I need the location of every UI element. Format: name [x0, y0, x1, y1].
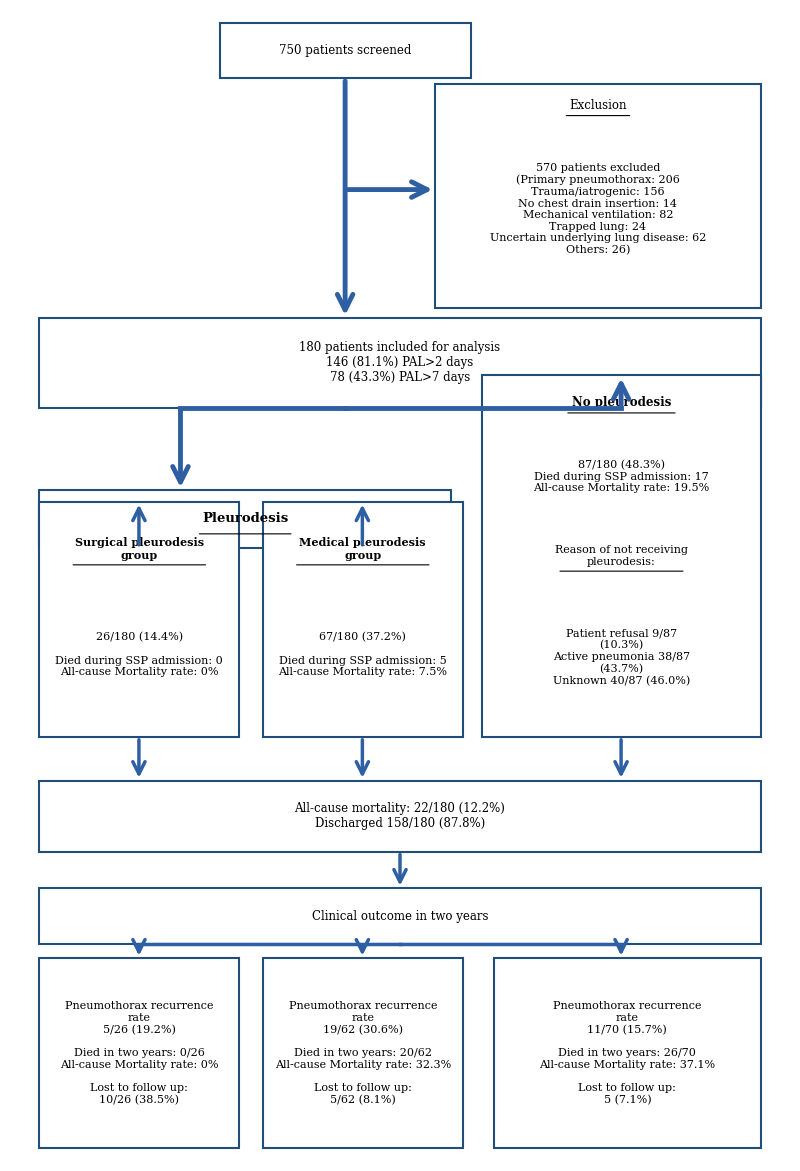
Text: Pneumothorax recurrence
rate
19/62 (30.6%)

Died in two years: 20/62
All-cause M: Pneumothorax recurrence rate 19/62 (30.6… — [274, 1001, 451, 1105]
FancyBboxPatch shape — [39, 501, 239, 737]
FancyBboxPatch shape — [39, 319, 761, 408]
Text: 570 patients excluded
(Primary pneumothorax: 206
Trauma/iatrogenic: 156
No chest: 570 patients excluded (Primary pneumotho… — [490, 163, 706, 255]
Text: Pleurodesis: Pleurodesis — [202, 513, 288, 526]
FancyBboxPatch shape — [494, 958, 761, 1148]
Text: Medical pleurodesis
group: Medical pleurodesis group — [299, 536, 426, 561]
FancyBboxPatch shape — [482, 376, 761, 737]
Text: All-cause mortality: 22/180 (12.2%)
Discharged 158/180 (87.8%): All-cause mortality: 22/180 (12.2%) Disc… — [294, 802, 506, 830]
Text: Exclusion: Exclusion — [570, 98, 626, 111]
Text: Reason of not receiving
pleurodesis:: Reason of not receiving pleurodesis: — [555, 546, 688, 567]
Text: Clinical outcome in two years: Clinical outcome in two years — [312, 910, 488, 923]
FancyBboxPatch shape — [435, 84, 761, 308]
FancyBboxPatch shape — [39, 781, 761, 851]
Text: Pneumothorax recurrence
rate
11/70 (15.7%)

Died in two years: 26/70
All-cause M: Pneumothorax recurrence rate 11/70 (15.7… — [539, 1001, 715, 1105]
Text: 180 patients included for analysis
146 (81.1%) PAL>2 days
78 (43.3%) PAL>7 days: 180 patients included for analysis 146 (… — [299, 342, 501, 384]
FancyBboxPatch shape — [262, 958, 462, 1148]
Text: Surgical pleurodesis
group: Surgical pleurodesis group — [74, 536, 204, 561]
FancyBboxPatch shape — [39, 889, 761, 944]
Text: 26/180 (14.4%)

Died during SSP admission: 0
All-cause Mortality rate: 0%: 26/180 (14.4%) Died during SSP admission… — [55, 632, 223, 677]
Text: No pleurodesis: No pleurodesis — [572, 396, 671, 409]
Text: 750 patients screened: 750 patients screened — [279, 44, 411, 57]
FancyBboxPatch shape — [39, 491, 451, 548]
FancyBboxPatch shape — [39, 958, 239, 1148]
FancyBboxPatch shape — [262, 501, 462, 737]
Text: 87/180 (48.3%)
Died during SSP admission: 17
All-cause Mortality rate: 19.5%: 87/180 (48.3%) Died during SSP admission… — [534, 460, 710, 493]
Text: 67/180 (37.2%)

Died during SSP admission: 5
All-cause Mortality rate: 7.5%: 67/180 (37.2%) Died during SSP admission… — [278, 632, 447, 677]
FancyBboxPatch shape — [220, 23, 470, 78]
Text: Pneumothorax recurrence
rate
5/26 (19.2%)

Died in two years: 0/26
All-cause Mor: Pneumothorax recurrence rate 5/26 (19.2%… — [60, 1001, 218, 1105]
Text: Patient refusal 9/87
(10.3%)
Active pneumonia 38/87
(43.7%)
Unknown 40/87 (46.0%: Patient refusal 9/87 (10.3%) Active pneu… — [553, 629, 690, 686]
